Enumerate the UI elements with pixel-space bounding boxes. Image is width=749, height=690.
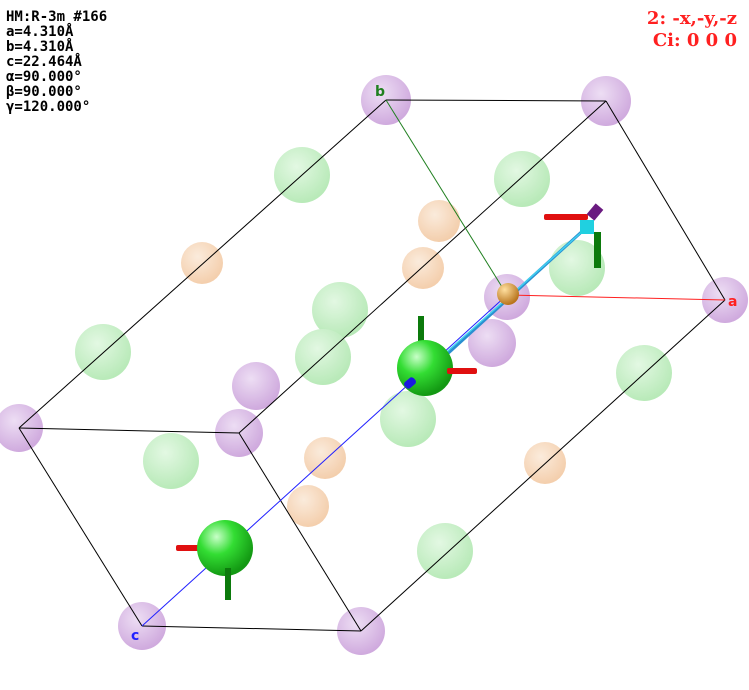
purple-atom — [468, 319, 516, 367]
atoms-orange — [181, 200, 566, 527]
symmetry-info: 2: -x,-y,-z Ci: 0 0 0 — [647, 8, 737, 52]
green-atom — [312, 282, 368, 338]
highlighted-atom-lower[interactable] — [176, 520, 253, 600]
inversion-center-atom[interactable] — [497, 283, 519, 305]
symmetry-element: Ci: 0 0 0 — [652, 30, 737, 51]
c-axis-label: c — [131, 628, 139, 644]
a-axis-line — [506, 294, 726, 301]
green-atom — [143, 433, 199, 489]
highlighted-atom-upper[interactable] — [397, 316, 477, 396]
purple-atom — [232, 362, 280, 410]
angle-alpha: α=90.000° — [6, 69, 82, 85]
green-atom — [494, 151, 550, 207]
space-group: HM:R-3m #166 — [6, 9, 108, 25]
b-axis-line — [385, 99, 508, 296]
green-atom — [75, 324, 131, 380]
symmetry-operation: 2: -x,-y,-z — [646, 8, 737, 29]
vector-tip-axes — [544, 203, 604, 268]
angle-beta: β=90.000° — [6, 84, 82, 100]
b-axis-label: b — [375, 84, 385, 100]
lattice-c: c=22.464Å — [6, 54, 82, 70]
orange-atom — [418, 200, 460, 242]
green-atom — [417, 523, 473, 579]
a-axis-label: a — [728, 294, 737, 310]
lattice-a: a=4.310Å — [6, 24, 74, 40]
orange-atom — [287, 485, 329, 527]
lattice-b: b=4.310Å — [6, 39, 74, 55]
unit-cell — [18, 99, 726, 632]
cell-info-panel: HM:R-3m #166 a=4.310Å b=4.310Å c=22.464Å… — [6, 10, 107, 115]
angle-gamma: γ=120.000° — [6, 99, 91, 115]
green-atom — [380, 391, 436, 447]
green-atom — [549, 240, 605, 296]
atoms-green — [75, 147, 672, 579]
orange-atom — [304, 437, 346, 479]
